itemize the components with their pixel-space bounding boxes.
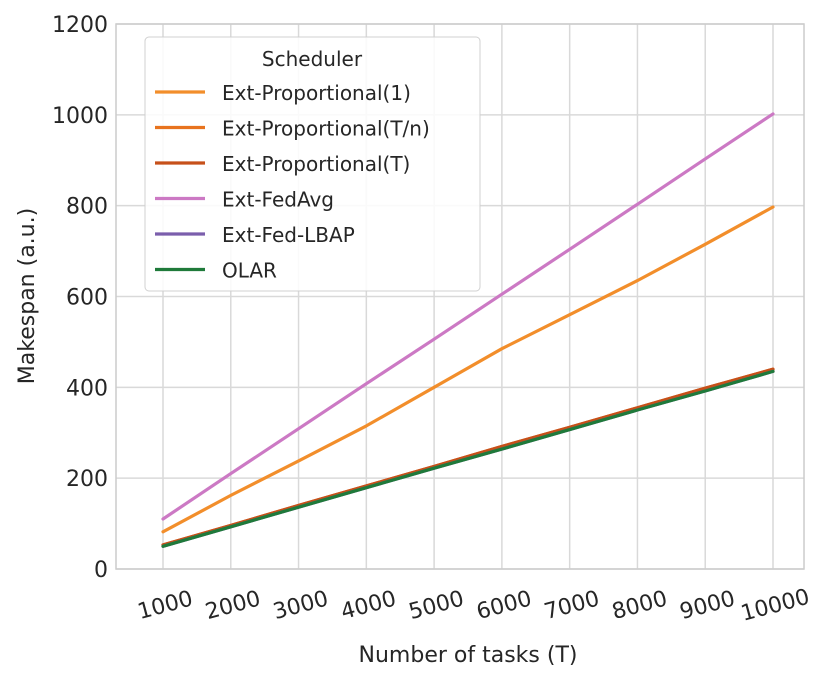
x-tick-label: 3000 bbox=[271, 586, 332, 625]
series-line-olar bbox=[161, 369, 775, 548]
x-tick-labels: 1000 2000 3000 4000 5000 6000 7000 8000 9000 1000… bbox=[135, 585, 812, 627]
legend-label: Ext-Proportional(T/n) bbox=[222, 117, 430, 141]
plot-frame bbox=[115, 23, 805, 570]
legend-items: Ext-Proportional(1) Ext-Proportional(T/n)… bbox=[155, 81, 430, 283]
y-tick-label: 400 bbox=[66, 376, 108, 401]
legend-label: Ext-Proportional(T) bbox=[222, 152, 410, 176]
y-tick-label: 800 bbox=[66, 195, 108, 220]
x-tick-label: 1000 bbox=[135, 586, 196, 625]
y-axis-label: Makespan (a.u.) bbox=[15, 208, 40, 384]
legend-title: Scheduler bbox=[262, 47, 363, 71]
x-tick-label: 5000 bbox=[406, 586, 467, 625]
legend: Scheduler Ext-Proportional(1)Ext-Proport… bbox=[144, 36, 481, 292]
x-tick-label: 8000 bbox=[609, 586, 670, 625]
x-tick-label: 7000 bbox=[542, 586, 603, 625]
y-tick-label: 600 bbox=[66, 286, 108, 311]
y-tick-labels: 0 200 400 600 800 1000 1200 bbox=[52, 13, 108, 583]
x-tick-label: 9000 bbox=[677, 586, 738, 625]
x-tick-label: 10000 bbox=[738, 585, 812, 627]
series-line-ext-fedavg bbox=[161, 112, 775, 521]
y-tick-label: 0 bbox=[94, 558, 108, 583]
legend-label: Ext-Proportional(1) bbox=[222, 81, 411, 105]
series-lines bbox=[161, 112, 775, 548]
x-tick-label: 2000 bbox=[203, 586, 264, 625]
x-axis-label: Number of tasks (T) bbox=[359, 643, 578, 668]
y-tick-label: 1000 bbox=[52, 104, 108, 129]
y-tick-label: 1200 bbox=[52, 13, 108, 38]
legend-box bbox=[144, 36, 481, 292]
y-tick-label: 200 bbox=[66, 467, 108, 492]
x-tick-label: 6000 bbox=[474, 586, 535, 625]
axes bbox=[115, 23, 805, 570]
legend-label: Ext-Fed-LBAP bbox=[222, 223, 355, 247]
x-tick-label: 4000 bbox=[338, 586, 399, 625]
series-line-ext-proportional-1 bbox=[161, 205, 775, 534]
legend-label: OLAR bbox=[222, 259, 277, 283]
legend-label: Ext-FedAvg bbox=[222, 188, 334, 212]
